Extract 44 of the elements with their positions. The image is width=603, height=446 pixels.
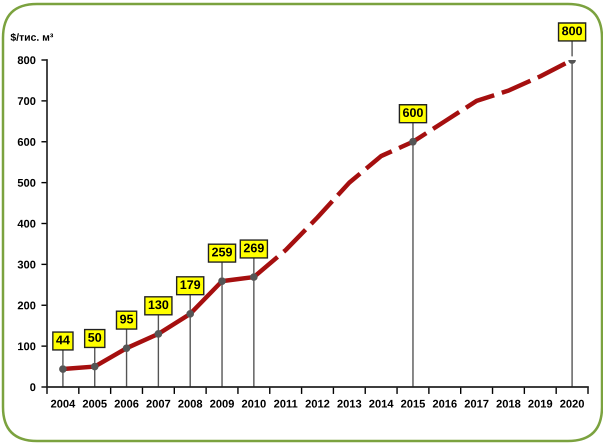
data-label: 269: [244, 244, 264, 252]
data-label: 130: [148, 300, 168, 310]
data-label: 800: [562, 26, 582, 36]
x-tick-label: 2013: [337, 400, 362, 408]
y-tick-label: 0: [30, 383, 36, 392]
point: [90, 362, 99, 370]
data-label: 259: [212, 248, 232, 256]
point: [409, 138, 417, 146]
y-tick-label: 500: [18, 178, 36, 187]
data-label: 44: [56, 336, 70, 344]
x-tick-label: 2018: [496, 400, 520, 408]
y-tick-label: 600: [18, 138, 36, 146]
x-tick-label: 2008: [178, 400, 202, 408]
x-tick-label: 2016: [432, 400, 457, 408]
point: [154, 330, 162, 338]
y-tick-label: 700: [18, 97, 36, 106]
y-tick-label: 100: [18, 342, 36, 350]
data-label: 179: [180, 280, 200, 290]
x-tick-label: 2014: [369, 400, 394, 408]
point: [218, 277, 226, 285]
y-tick-label: 800: [18, 56, 36, 64]
data-label: 50: [88, 333, 102, 342]
y-tick-label: 200: [18, 302, 36, 310]
x-tick-label: 2011: [274, 400, 298, 408]
x-tick-label: 2005: [82, 400, 107, 408]
point: [186, 310, 194, 318]
y-tick-label: 300: [18, 260, 36, 269]
point: [59, 365, 67, 373]
x-tick-label: 2020: [560, 400, 584, 408]
data-label: 600: [403, 108, 423, 118]
data-label: 95: [120, 314, 134, 324]
point: [122, 344, 130, 352]
point: [250, 273, 258, 281]
x-tick-label: 2007: [146, 400, 170, 408]
x-tick-label: 2017: [464, 400, 488, 408]
x-tick-label: 2009: [210, 400, 234, 408]
y-tick-label: 400: [18, 220, 36, 228]
x-tick-label: 2015: [401, 400, 426, 408]
x-tick-label: 2012: [306, 400, 330, 408]
x-tick-label: 2010: [242, 400, 266, 408]
x-tick-label: 2019: [528, 400, 552, 408]
x-tick-label: 2006: [114, 400, 139, 408]
y-axis-title: $/тис. м³: [10, 33, 54, 42]
x-tick-label: 2004: [50, 400, 76, 408]
